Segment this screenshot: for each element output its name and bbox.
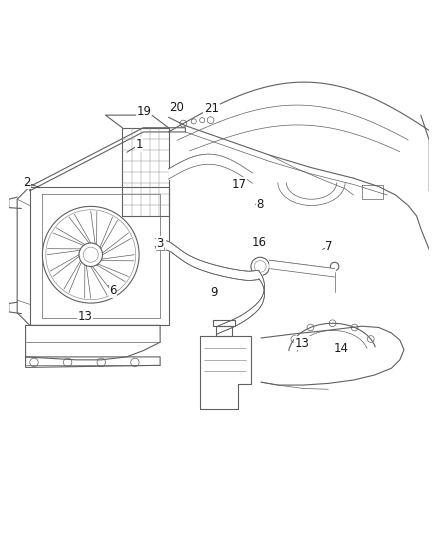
Text: 16: 16	[251, 236, 266, 248]
Text: 19: 19	[137, 105, 152, 118]
Text: 20: 20	[169, 101, 184, 114]
Text: 3: 3	[156, 237, 164, 250]
Text: 6: 6	[110, 284, 117, 297]
Text: 7: 7	[325, 240, 333, 253]
Text: 14: 14	[333, 342, 349, 355]
Text: 13: 13	[295, 336, 310, 350]
Text: 8: 8	[257, 198, 264, 211]
Text: 1: 1	[135, 138, 143, 151]
Text: 2: 2	[23, 176, 30, 189]
Circle shape	[251, 257, 269, 276]
Text: 9: 9	[210, 286, 218, 299]
Text: 21: 21	[204, 102, 219, 115]
Text: 17: 17	[232, 178, 247, 191]
Text: 13: 13	[78, 310, 93, 322]
